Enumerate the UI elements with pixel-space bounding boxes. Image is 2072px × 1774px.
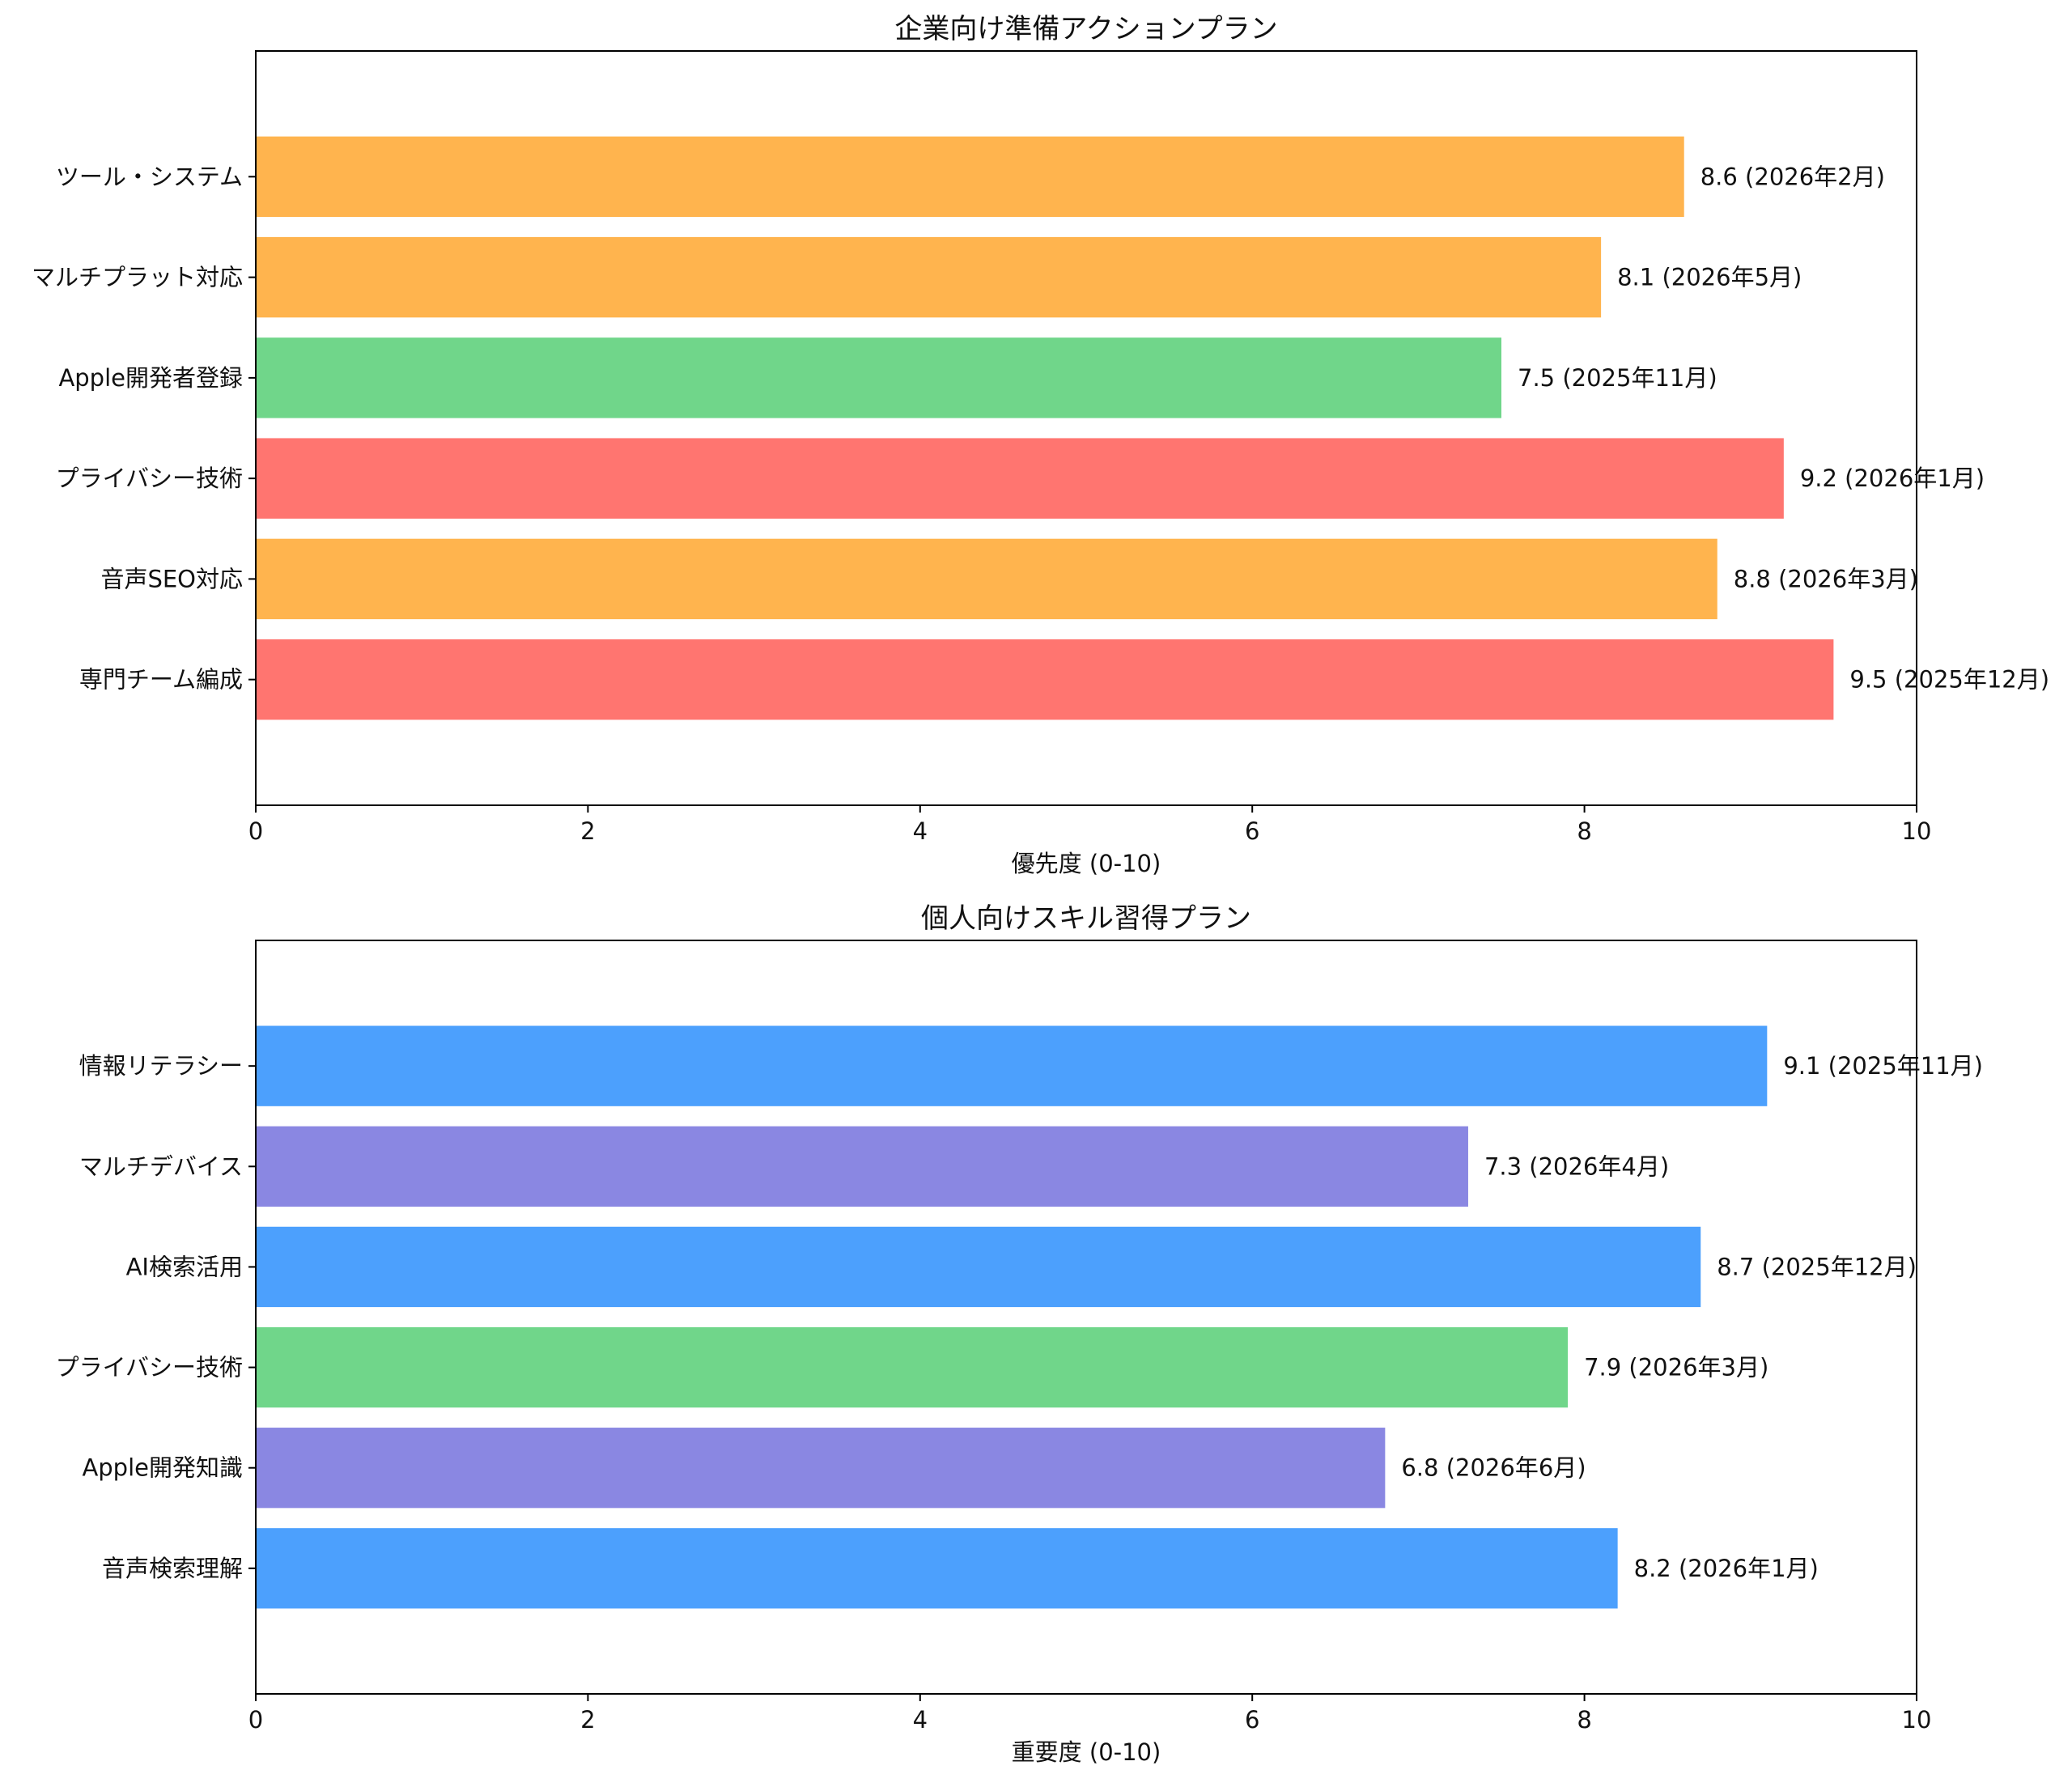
personal-data-label: 6.8 (2026年6月) xyxy=(1401,1454,1586,1482)
personal-xaxis-label: 重要度 (0-10) xyxy=(1012,1738,1161,1766)
personal-bar xyxy=(256,1326,1569,1408)
enterprise-bar xyxy=(256,337,1501,418)
enterprise-bar xyxy=(256,538,1717,620)
enterprise-xtick-label: 8 xyxy=(1577,817,1591,845)
personal-bar xyxy=(256,1126,1468,1207)
personal-chart-title: 個人向けスキル習得プラン xyxy=(921,902,1251,935)
personal-data-label: 8.2 (2026年1月) xyxy=(1634,1555,1819,1582)
personal-category-label: 情報リテラシー xyxy=(79,1052,243,1080)
enterprise-data-label: 8.8 (2026年3月) xyxy=(1734,565,1918,592)
enterprise-category-label: 専門チーム編成 xyxy=(79,666,243,694)
enterprise-bar xyxy=(256,639,1834,720)
personal-plot-frame xyxy=(255,940,1917,1695)
enterprise-plot-frame xyxy=(255,50,1917,806)
personal-bar xyxy=(256,1226,1701,1308)
personal-bar xyxy=(256,1528,1618,1609)
personal-category-label: プライバシー技術 xyxy=(56,1354,243,1381)
personal-xtick-label: 6 xyxy=(1245,1706,1259,1734)
enterprise-data-label: 9.2 (2026年1月) xyxy=(1800,465,1985,492)
enterprise-bar xyxy=(256,236,1602,318)
personal-data-label: 9.1 (2025年11月) xyxy=(1783,1052,1983,1080)
enterprise-xtick-label: 0 xyxy=(248,817,263,845)
enterprise-data-label: 8.6 (2026年2月) xyxy=(1700,163,1885,190)
personal-xtick-label: 0 xyxy=(248,1706,263,1734)
personal-data-label: 7.3 (2026年4月) xyxy=(1484,1152,1669,1180)
personal-bar xyxy=(256,1428,1386,1509)
enterprise-bar xyxy=(256,438,1784,519)
personal-xtick-label: 2 xyxy=(580,1706,595,1734)
enterprise-category-label: プライバシー技術 xyxy=(56,465,243,492)
personal-category-label: Apple開発知識 xyxy=(82,1454,243,1482)
personal-xtick-label: 4 xyxy=(913,1706,928,1734)
enterprise-category-label: マルチプラット対応 xyxy=(32,264,243,291)
enterprise-data-label: 8.1 (2026年5月) xyxy=(1617,264,1802,291)
enterprise-category-label: ツール・システム xyxy=(56,163,243,190)
enterprise-data-label: 7.5 (2025年11月) xyxy=(1518,364,1717,392)
personal-xtick-label: 10 xyxy=(1902,1706,1932,1734)
enterprise-bar xyxy=(256,136,1684,218)
personal-category-label: マルチデバイス xyxy=(79,1152,243,1180)
personal-category-label: AI検索活用 xyxy=(126,1253,243,1280)
enterprise-chart-title: 企業向け準備アクションプラン xyxy=(894,13,1277,45)
enterprise-category-label: 音声SEO対応 xyxy=(100,565,243,592)
personal-xtick-label: 8 xyxy=(1577,1706,1591,1734)
enterprise-xtick-label: 6 xyxy=(1245,817,1259,845)
personal-data-label: 7.9 (2026年3月) xyxy=(1584,1354,1768,1381)
enterprise-xaxis-label: 優先度 (0-10) xyxy=(1012,850,1161,877)
personal-data-label: 8.7 (2025年12月) xyxy=(1717,1253,1917,1280)
enterprise-data-label: 9.5 (2025年12月) xyxy=(1849,666,2049,694)
enterprise-xtick-label: 10 xyxy=(1902,817,1932,845)
personal-category-label: 音声検索理解 xyxy=(102,1555,243,1582)
personal-bar xyxy=(256,1025,1768,1106)
enterprise-category-label: Apple開発者登録 xyxy=(58,364,243,392)
enterprise-xtick-label: 4 xyxy=(913,817,928,845)
enterprise-xtick-label: 2 xyxy=(580,817,595,845)
